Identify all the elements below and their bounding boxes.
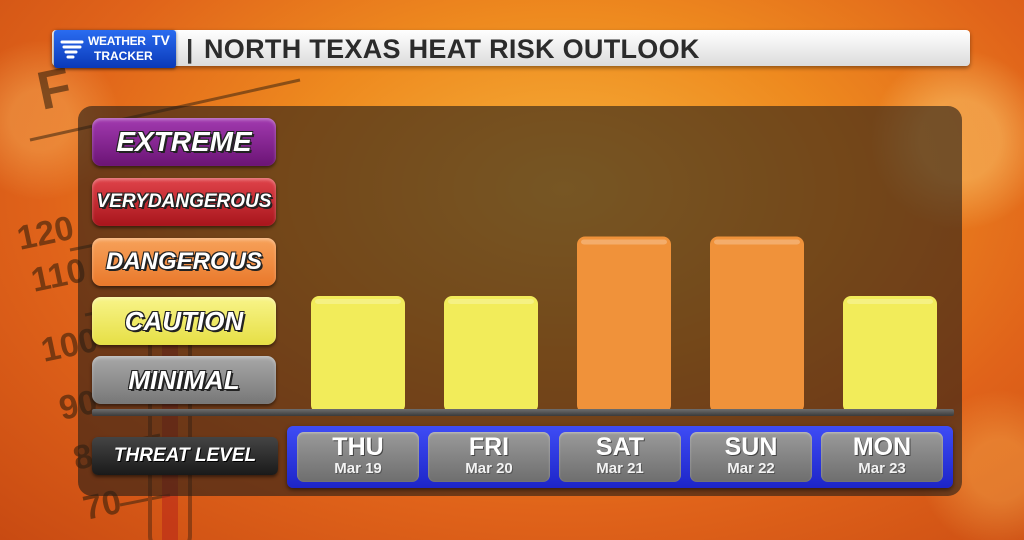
chart-baseline [92, 409, 954, 416]
day-box-mon: MON Mar 23 [821, 432, 943, 482]
level-caution-label: CAUTION [92, 297, 276, 345]
bar-sat [577, 236, 671, 413]
weather-tracker-tv-logo: WEATHER TV TRACKER [54, 30, 176, 68]
level-very-dangerous-line1: VERY [96, 191, 148, 212]
bar-highlight-sun [714, 239, 800, 245]
bar-highlight-fri [448, 299, 534, 304]
day-date: Mar 21 [596, 460, 644, 477]
header-bar [52, 30, 970, 66]
bar-highlight-sat [581, 239, 667, 245]
page-title: NORTH TEXAS HEAT RISK OUTLOOK [204, 34, 700, 64]
bar-mon [843, 296, 937, 413]
bar-thu [311, 296, 405, 413]
logo-tracker-text: TRACKER [94, 49, 153, 63]
bar-highlight-mon [847, 299, 933, 304]
level-extreme-label: EXTREME [92, 118, 276, 166]
day-name: SUN [724, 433, 778, 461]
day-date: Mar 19 [334, 460, 382, 477]
day-box-sun: SUN Mar 22 [690, 432, 812, 482]
day-name: SAT [595, 433, 645, 461]
day-box-fri: FRI Mar 20 [428, 432, 550, 482]
bar-fri [444, 296, 538, 413]
day-name: FRI [468, 433, 510, 461]
threat-level-label: THREAT LEVEL [92, 437, 278, 475]
day-date: Mar 22 [727, 460, 775, 477]
logo-tv-text: TV [152, 32, 170, 48]
header-separator: | [186, 34, 194, 64]
day-name: MON [852, 433, 912, 461]
level-minimal-label: MINIMAL [92, 356, 276, 404]
bar-highlight-thu [315, 299, 401, 304]
level-very-dangerous-line2: DANGEROUS [147, 191, 272, 212]
level-very-dangerous-label: VERY DANGEROUS [92, 178, 276, 226]
day-name: THU [332, 433, 384, 461]
bar-sun [710, 236, 804, 413]
level-dangerous-label: DANGEROUS [92, 238, 276, 286]
day-date: Mar 23 [858, 460, 906, 477]
day-box-thu: THU Mar 19 [297, 432, 419, 482]
tornado-icon [60, 40, 84, 59]
day-box-sat: SAT Mar 21 [559, 432, 681, 482]
logo-weather-text: WEATHER [88, 34, 146, 48]
day-date: Mar 20 [465, 460, 513, 477]
